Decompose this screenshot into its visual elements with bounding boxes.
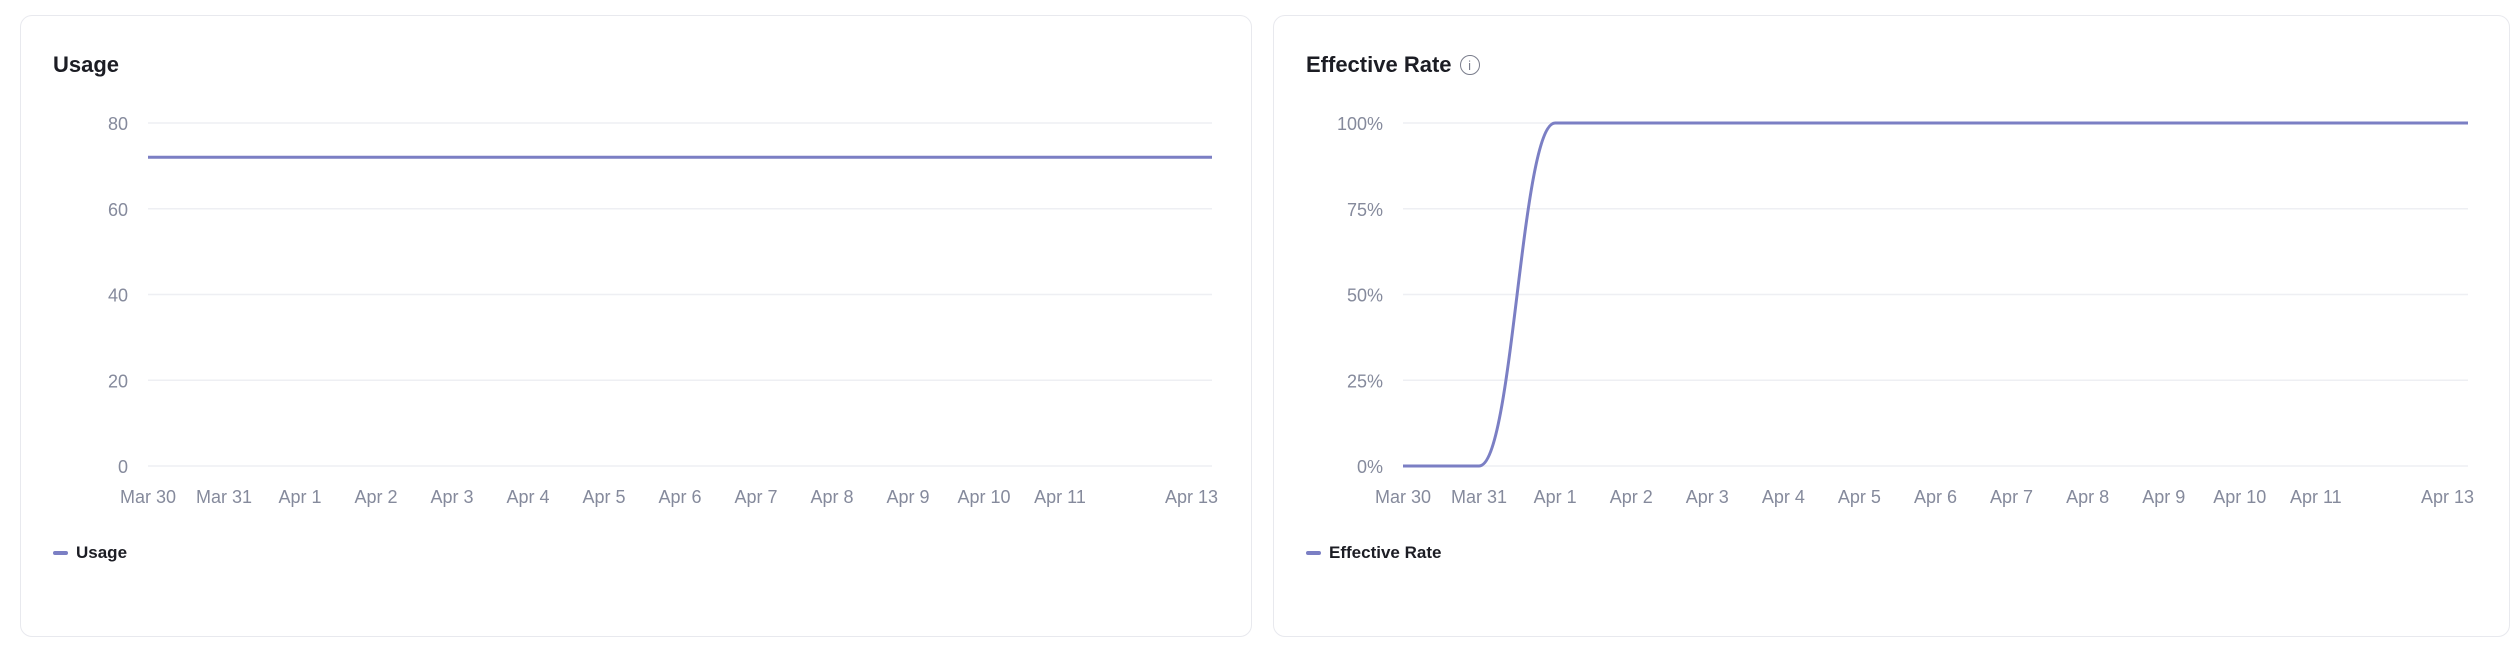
legend-label: Usage [76,543,128,562]
x-tick-label: Apr 13 [1165,487,1218,507]
y-tick-label: 80 [108,114,128,134]
effective-rate-chart: 0% 25% 50% 75% 100% Mar 30 Mar 31 Apr 1 Apr 2 Apr… [1337,114,2474,507]
effective-rate-title: Effective Rate i [1306,52,1480,78]
x-tick-label: Apr 5 [582,487,625,507]
y-tick-label: 0 [118,457,128,477]
x-tick-label: Apr 4 [1762,487,1805,507]
x-tick-label: Apr 10 [957,487,1010,507]
y-tick-label: 20 [108,371,128,391]
y-tick-label: 60 [108,200,128,220]
y-tick-label: 50% [1347,286,1383,306]
x-tick-label: Apr 7 [734,487,777,507]
y-tick-label: 0% [1357,457,1383,477]
x-tick-label: Apr 11 [1034,487,1086,507]
x-tick-label: Apr 9 [2142,487,2185,507]
usage-chart: 0 20 40 60 80 Mar 30 Mar 31 Apr 1 Apr 2 Apr 3 Apr … [108,114,1218,507]
x-tick-label: Apr 6 [658,487,701,507]
x-tick-label: Apr 4 [506,487,549,507]
x-tick-label: Apr 10 [2213,487,2266,507]
usage-title-text: Usage [53,52,120,77]
effective-rate-title-text: Effective Rate [1306,52,1452,77]
x-tick-label: Apr 2 [1610,487,1653,507]
x-tick-label: Mar 30 [120,487,176,507]
x-tick-label: Apr 1 [1534,487,1577,507]
x-tick-label: Apr 9 [886,487,929,507]
series-line [1403,121,2468,468]
y-tick-label: 25% [1347,371,1383,391]
x-tick-label: Apr 3 [1686,487,1729,507]
x-tick-label: Apr 1 [278,487,321,507]
info-icon[interactable]: i [1459,55,1480,75]
legend-swatch [53,551,68,555]
legend-swatch [1306,551,1321,555]
x-tick-label: Apr 13 [2421,487,2474,507]
x-tick-label: Apr 3 [430,487,473,507]
x-tick-label: Apr 5 [1838,487,1881,507]
usage-legend[interactable]: Usage [53,543,127,563]
y-tick-label: 75% [1347,200,1383,220]
x-tick-label: Apr 7 [1990,487,2033,507]
legend-label: Effective Rate [1329,543,1442,562]
usage-card: Usage 0 20 40 60 80 Mar 30 Mar 31 Apr 1 Apr 2 Apr… [20,15,1252,637]
x-tick-label: Mar 31 [196,487,252,507]
usage-title: Usage [53,52,119,78]
y-tick-label: 40 [108,286,128,306]
y-tick-label: 100% [1337,114,1383,134]
x-tick-label: Apr 8 [810,487,853,507]
x-tick-label: Mar 31 [1451,487,1507,507]
effective-rate-legend[interactable]: Effective Rate [1306,543,1441,563]
x-tick-label: Apr 6 [1914,487,1957,507]
x-tick-label: Mar 30 [1375,487,1431,507]
x-tick-label: Apr 2 [354,487,397,507]
x-tick-label: Apr 11 [2290,487,2342,507]
effective-rate-card: Effective Rate i 0% 25% 50% 75% 100% Mar 30 Ma… [1273,15,2510,637]
x-tick-label: Apr 8 [2066,487,2109,507]
